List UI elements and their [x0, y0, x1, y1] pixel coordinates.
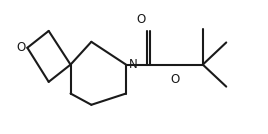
Text: N: N	[129, 58, 138, 71]
Text: O: O	[136, 13, 146, 26]
Text: O: O	[16, 41, 25, 54]
Text: O: O	[171, 73, 180, 86]
